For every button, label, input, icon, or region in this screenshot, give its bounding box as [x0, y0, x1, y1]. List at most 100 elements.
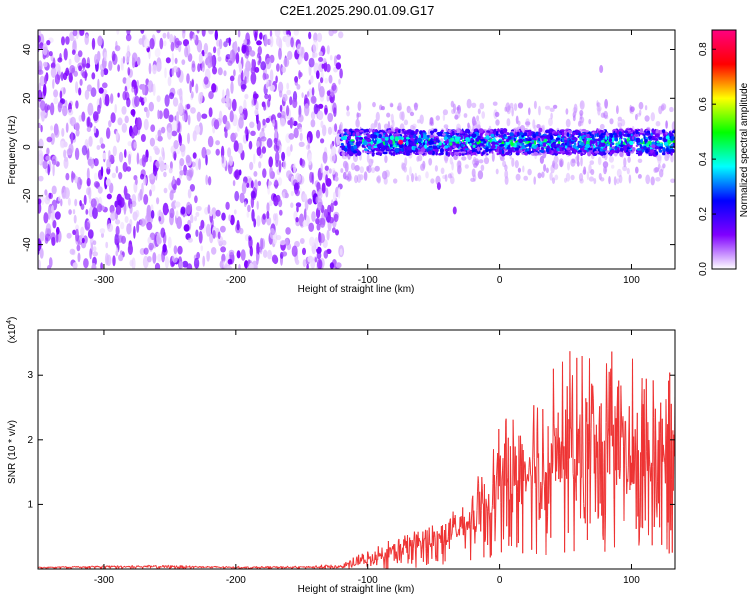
spectrogram-cell	[316, 32, 323, 43]
spectrogram-cell	[355, 136, 360, 140]
spectrogram-cell	[87, 229, 94, 239]
spectrogram-cell	[525, 144, 529, 148]
spectrogram-cell	[293, 30, 299, 36]
spectrogram-cell	[65, 36, 70, 45]
spectrogram-cell	[110, 93, 114, 104]
spectrogram-x-ticks: -300 -200 -100 0 100	[94, 30, 640, 286]
spectrogram-cell	[659, 168, 664, 178]
spectrogram-cell	[61, 127, 65, 137]
snr-line-segment	[413, 531, 416, 536]
spectrogram-cell	[225, 201, 230, 210]
snr-line-segment	[504, 420, 507, 486]
spectrogram-cell	[497, 128, 500, 133]
spectrogram-cell	[420, 133, 424, 139]
spectrogram-cell	[657, 155, 662, 165]
spectrogram-cell	[173, 140, 179, 150]
spectrogram-cell	[281, 151, 286, 162]
spectrogram-cell	[265, 78, 269, 90]
spectrogram-cell	[167, 236, 172, 249]
spectrogram-cell	[359, 166, 364, 174]
spectrogram-cell	[528, 147, 531, 151]
spectrogram-cell	[298, 141, 305, 147]
snr-line-segment	[121, 566, 124, 569]
snr-line-segment	[454, 515, 457, 529]
snr-line-segment	[195, 565, 197, 568]
spectrogram-cell	[495, 131, 499, 136]
spectrogram-cell	[253, 93, 259, 99]
spectrogram-cell	[166, 127, 173, 140]
spectrogram-cell	[174, 201, 181, 208]
spectrogram-cell	[256, 215, 261, 227]
spectrogram-cell	[43, 212, 49, 224]
spectrogram-cell	[451, 137, 455, 142]
spectrogram-cell	[114, 103, 117, 114]
spectrogram-cell	[343, 128, 348, 132]
spectrogram-cell	[251, 209, 255, 222]
spectrogram-cell	[140, 30, 145, 34]
spectrogram-cell	[523, 175, 528, 181]
snr-line-segment	[48, 566, 51, 568]
snr-line-segment	[599, 452, 602, 504]
spectrogram-cell	[566, 132, 570, 137]
spectrogram-cell	[83, 258, 89, 269]
spectrogram-cell	[125, 77, 131, 90]
spectrogram-cell	[364, 151, 369, 154]
snr-line-segment	[470, 524, 472, 561]
spectrogram-cell	[443, 136, 448, 141]
snr-line-segment	[607, 427, 610, 437]
spectrogram-cell	[505, 139, 510, 143]
spectrogram-cell	[300, 46, 305, 59]
spectrogram-cell	[326, 94, 330, 102]
spectrogram-cell	[286, 146, 292, 157]
snr-line-segment	[119, 565, 122, 567]
spectrogram-cell	[523, 132, 528, 137]
spectrogram-cell	[505, 102, 511, 113]
spectrogram-cell	[47, 164, 50, 176]
spectrogram-cell	[537, 172, 542, 179]
spectrogram-cell	[382, 130, 386, 133]
spectrogram-cell	[313, 103, 319, 115]
spectrogram-cell	[253, 153, 256, 165]
spectrogram-cell	[274, 179, 279, 189]
snr-line-segment	[401, 550, 403, 554]
spectrogram-cell	[185, 169, 191, 177]
spectrogram-cell	[277, 112, 282, 119]
spectrogram-cell	[416, 137, 422, 143]
spectrogram-cell	[589, 160, 595, 166]
spectrogram-cell	[228, 214, 232, 222]
snr-y-ticks: 123	[27, 370, 675, 510]
spectrogram-cell	[368, 128, 373, 132]
spectrogram-cell	[439, 152, 444, 155]
spectrogram-cell	[469, 142, 472, 146]
spectrogram-cell	[65, 172, 70, 181]
spectrogram-cell	[441, 143, 444, 148]
spectrogram-cell	[257, 180, 262, 186]
snr-line-segment	[135, 566, 137, 569]
spectrogram-cell	[221, 212, 226, 221]
spectrogram-cell	[309, 236, 315, 247]
spectrogram-cell	[661, 103, 667, 111]
spectrogram-cell	[118, 254, 124, 262]
spectrogram-cell	[409, 166, 412, 177]
spectrogram-cell	[123, 185, 128, 197]
spectrogram-cell	[111, 50, 116, 62]
spectrogram-cell	[541, 171, 545, 178]
spectrogram-cell	[179, 158, 185, 167]
spectrogram-cell	[48, 192, 53, 200]
spectrogram-cell	[572, 144, 577, 149]
spectrogram-cell	[251, 97, 254, 108]
snr-line-segment	[394, 544, 396, 554]
spectrogram-cell	[586, 149, 590, 152]
spectrogram-cell	[286, 89, 292, 96]
spectrogram-cell	[478, 159, 484, 164]
snr-line-segment	[323, 567, 325, 569]
spectrogram-cell	[588, 118, 592, 125]
spectrogram-cell	[658, 105, 663, 115]
spectrogram-cell	[310, 111, 316, 120]
spectrogram-cell	[217, 56, 222, 62]
spectrogram-cell	[433, 128, 438, 133]
spectrogram-cell	[585, 143, 590, 149]
spectrogram-cell	[268, 200, 273, 207]
snr-line-segment	[177, 566, 179, 569]
snr-line-segment	[282, 566, 285, 568]
